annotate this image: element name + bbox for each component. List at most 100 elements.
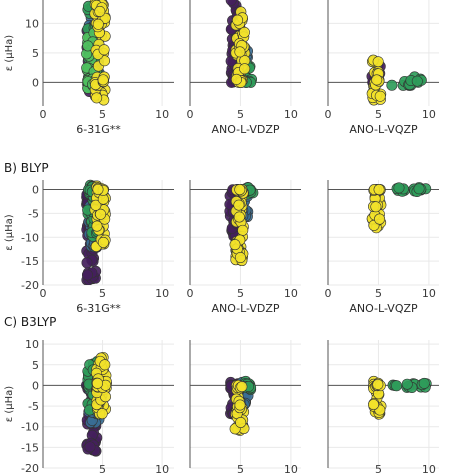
points-layer bbox=[366, 54, 427, 106]
y-tick-label: -5 bbox=[28, 400, 39, 413]
data-point bbox=[234, 251, 246, 263]
x-tick-label: 5 bbox=[237, 463, 244, 474]
data-point bbox=[92, 183, 104, 195]
y-tick-label: 5 bbox=[32, 359, 39, 372]
points-layer bbox=[224, 181, 259, 267]
data-point bbox=[225, 0, 237, 6]
x-tick-label: 0 bbox=[40, 108, 47, 121]
x-tick-label: 10 bbox=[155, 287, 169, 300]
data-point bbox=[81, 257, 93, 269]
x-tick-label: 10 bbox=[284, 287, 298, 300]
scatter-panel bbox=[327, 340, 439, 469]
points-layer bbox=[225, 375, 257, 436]
data-point bbox=[233, 211, 245, 223]
data-point bbox=[374, 90, 386, 102]
points-layer bbox=[81, 0, 111, 106]
data-point bbox=[90, 199, 102, 211]
data-point bbox=[91, 220, 103, 232]
data-point bbox=[234, 46, 246, 58]
points-layer bbox=[366, 182, 432, 234]
data-point bbox=[99, 55, 111, 67]
y-tick-label: 5 bbox=[32, 47, 39, 60]
x-axis-label: ANO-L-VDZP bbox=[211, 302, 279, 315]
x-tick-label: 10 bbox=[422, 463, 436, 474]
data-point bbox=[235, 416, 247, 428]
data-point bbox=[234, 399, 246, 411]
points-layer bbox=[225, 0, 258, 88]
y-axis-label: ε (μHa) bbox=[4, 386, 15, 422]
data-point bbox=[418, 377, 430, 389]
row-title: C) B3LYP bbox=[4, 315, 56, 329]
data-point bbox=[232, 14, 244, 26]
data-point bbox=[373, 184, 385, 196]
data-point bbox=[401, 378, 413, 390]
y-tick-label: 10 bbox=[25, 17, 39, 30]
data-point bbox=[411, 75, 423, 87]
data-point bbox=[229, 239, 241, 251]
data-point bbox=[94, 5, 106, 17]
scatter-panel bbox=[327, 0, 439, 106]
data-point bbox=[386, 79, 398, 91]
scatter-panel bbox=[42, 0, 174, 106]
data-point bbox=[97, 236, 109, 248]
data-point bbox=[97, 74, 109, 86]
x-tick-label: 10 bbox=[284, 108, 298, 121]
scatter-panel bbox=[327, 180, 439, 286]
data-point bbox=[98, 44, 110, 56]
data-point bbox=[84, 441, 96, 453]
x-tick-label: 0 bbox=[187, 287, 194, 300]
scatter-panel bbox=[189, 0, 301, 106]
row-title: B) BLYP bbox=[4, 161, 49, 175]
x-tick-label: 5 bbox=[99, 108, 106, 121]
x-tick-label: 5 bbox=[99, 463, 106, 474]
y-tick-label: -15 bbox=[21, 255, 39, 268]
data-point bbox=[91, 92, 103, 104]
points-layer bbox=[80, 351, 112, 457]
points-layer bbox=[367, 375, 432, 420]
x-tick-label: 5 bbox=[99, 287, 106, 300]
y-tick-label: 10 bbox=[25, 338, 39, 351]
x-tick-label: 10 bbox=[422, 108, 436, 121]
data-point bbox=[367, 399, 379, 411]
x-axis-label: ANO-L-VQZP bbox=[349, 123, 418, 136]
y-tick-label: 0 bbox=[32, 76, 39, 89]
data-point bbox=[239, 63, 251, 75]
data-point bbox=[413, 183, 425, 195]
data-point bbox=[231, 73, 243, 85]
data-point bbox=[238, 26, 250, 38]
y-tick-label: -5 bbox=[28, 207, 39, 220]
y-tick-label: 0 bbox=[32, 379, 39, 392]
y-axis-label: ε (μHa) bbox=[4, 214, 15, 250]
x-axis-label: ANO-L-VDZP bbox=[211, 123, 279, 136]
x-tick-label: 0 bbox=[325, 108, 332, 121]
x-tick-label: 5 bbox=[237, 287, 244, 300]
x-tick-label: 10 bbox=[155, 463, 169, 474]
data-point bbox=[92, 377, 104, 389]
data-point bbox=[92, 18, 104, 30]
x-tick-label: 10 bbox=[284, 463, 298, 474]
y-tick-label: 0 bbox=[32, 184, 39, 197]
points-layer bbox=[81, 179, 111, 285]
scatter-panel bbox=[189, 340, 301, 469]
scatter-panel bbox=[189, 180, 301, 286]
data-point bbox=[82, 269, 94, 281]
data-point bbox=[372, 378, 384, 390]
data-point bbox=[374, 213, 386, 225]
x-tick-label: 5 bbox=[237, 108, 244, 121]
x-tick-label: 0 bbox=[40, 287, 47, 300]
x-tick-label: 5 bbox=[375, 108, 382, 121]
data-point bbox=[236, 381, 248, 393]
scatter-panel bbox=[42, 340, 174, 469]
x-tick-label: 5 bbox=[375, 463, 382, 474]
data-point bbox=[95, 208, 107, 220]
data-point bbox=[393, 182, 405, 194]
x-tick-label: 0 bbox=[325, 287, 332, 300]
scatter-panel bbox=[42, 179, 174, 286]
y-tick-label: -10 bbox=[21, 421, 39, 434]
x-tick-label: 5 bbox=[375, 287, 382, 300]
y-tick-label: -15 bbox=[21, 441, 39, 454]
data-point bbox=[96, 408, 108, 420]
y-tick-label: -20 bbox=[21, 279, 39, 292]
x-tick-label: 10 bbox=[422, 287, 436, 300]
